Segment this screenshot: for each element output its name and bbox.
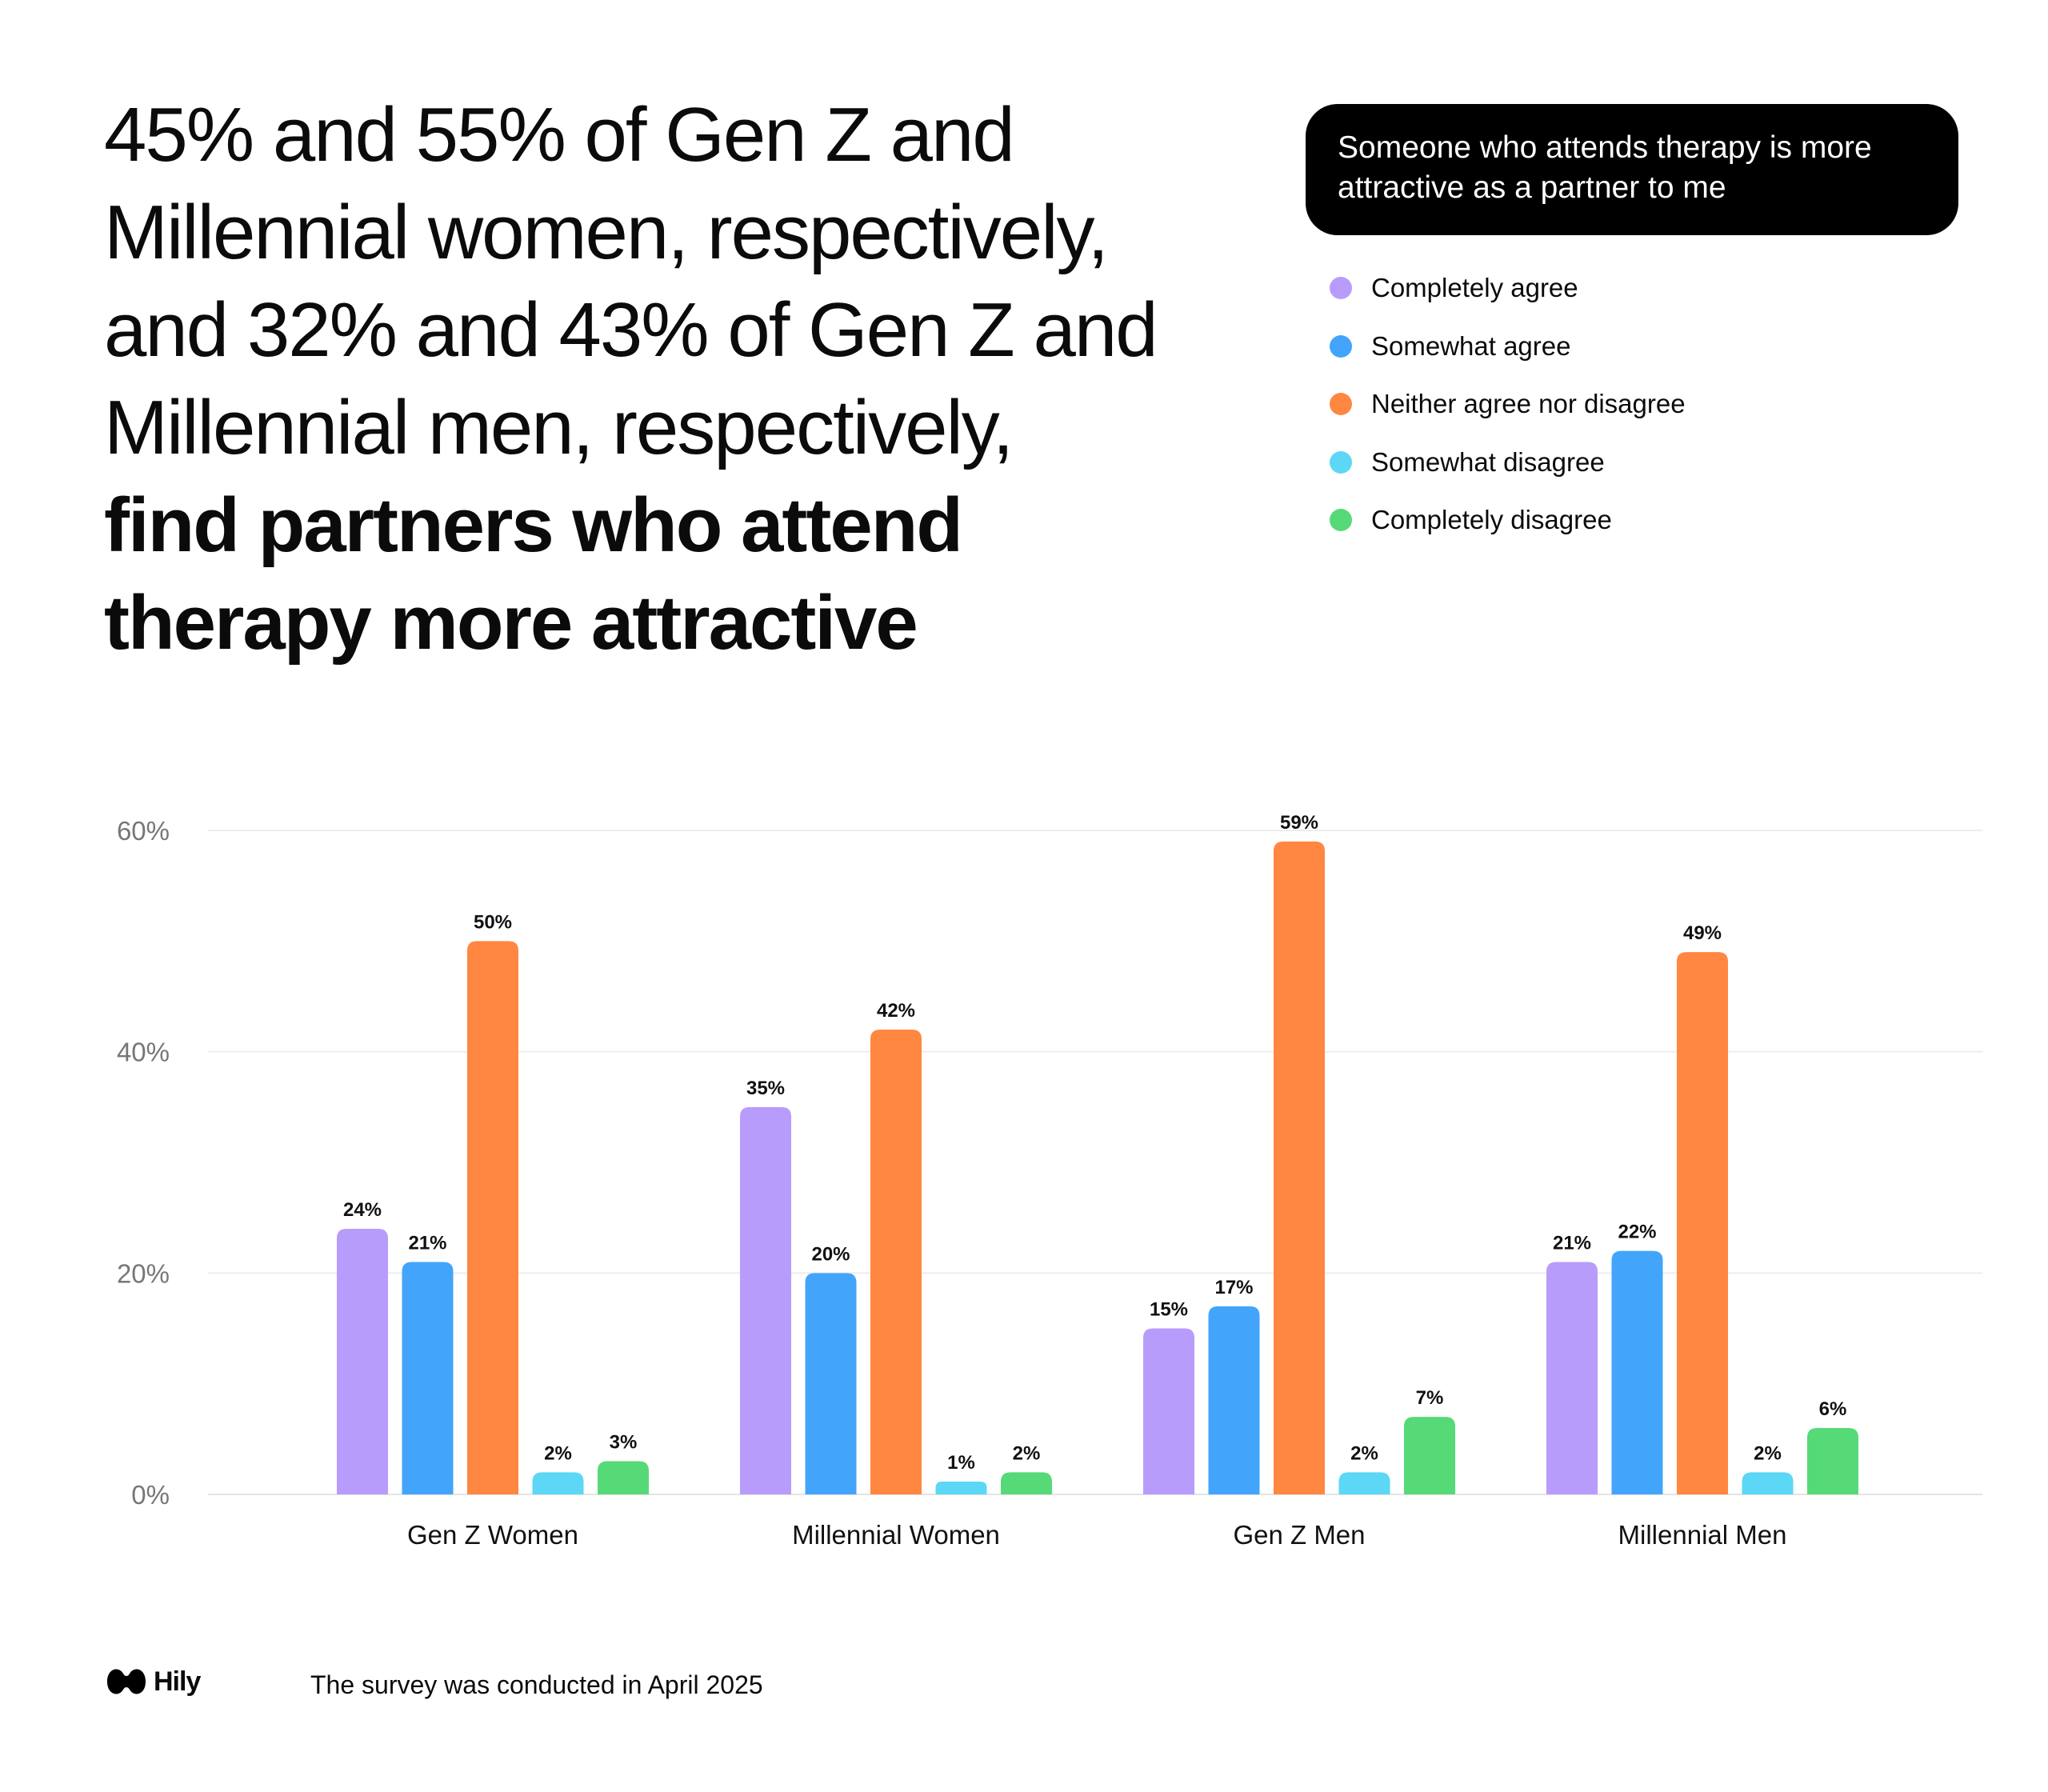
x-category-label: Millennial Men [1618, 1520, 1787, 1550]
bar-value-label: 50% [474, 911, 512, 933]
legend-item-somewhat-agree: Somewhat agree [1330, 330, 1686, 389]
bar-millennial-men-somewhat-disagree [1742, 1472, 1794, 1494]
legend-label: Completely agree [1371, 273, 1578, 302]
bar-value-label: 24% [343, 1199, 382, 1221]
headline-regular: 45% and 55% of Gen Z and Millennial wome… [104, 92, 1158, 470]
bar-millennial-women-somewhat-agree [805, 1273, 857, 1494]
legend-item-somewhat-disagree: Somewhat disagree [1330, 446, 1686, 505]
hily-logo-icon [107, 1669, 146, 1694]
bar-gen-z-women-somewhat-agree [402, 1262, 454, 1494]
legend-swatch [1330, 277, 1352, 299]
bar-gen-z-men-neither-agree-nor-disagree [1274, 841, 1325, 1494]
bar-value-label: 20% [811, 1243, 850, 1265]
bar-chart: 0% 20% 40% 60% 24% 21% 50% 2% 3% Gen Z Women 35% 20… [117, 812, 1982, 1550]
bar-millennial-men-completely-agree [1546, 1262, 1598, 1494]
x-category-label: Gen Z Women [407, 1520, 578, 1550]
y-tick-label: 40% [117, 1038, 170, 1067]
x-category-label: Gen Z Men [1233, 1520, 1365, 1550]
legend-label: Somewhat disagree [1371, 446, 1605, 477]
bar-value-label: 21% [1553, 1233, 1591, 1254]
bar-value-label: 15% [1150, 1299, 1188, 1321]
bar-gen-z-men-somewhat-disagree [1338, 1472, 1390, 1494]
bar-value-label: 49% [1683, 922, 1722, 944]
hily-logo: Hily [104, 1662, 201, 1701]
survey-footnote: The survey was conducted in April 2025 [310, 1670, 763, 1699]
bar-gen-z-men-completely-disagree [1404, 1417, 1455, 1494]
bar-millennial-women-neither-agree-nor-disagree [870, 1030, 922, 1494]
bar-value-label: 7% [1416, 1387, 1444, 1409]
legend-swatch [1330, 509, 1352, 531]
bar-gen-z-women-completely-disagree [598, 1461, 649, 1494]
bar-millennial-women-somewhat-disagree [935, 1482, 987, 1494]
bar-gen-z-men-completely-agree [1143, 1328, 1194, 1494]
bar-value-label: 6% [1819, 1398, 1847, 1420]
bar-value-label: 42% [877, 1000, 915, 1022]
y-tick-label: 60% [117, 816, 170, 846]
hily-brand-name: Hily [154, 1666, 201, 1697]
legend-item-completely-agree: Completely agree [1330, 272, 1686, 330]
bar-value-label: 1% [947, 1452, 975, 1474]
bar-gen-z-women-completely-agree [337, 1229, 388, 1494]
bar-value-label: 2% [1754, 1442, 1782, 1464]
bar-value-label: 21% [408, 1233, 446, 1254]
bar-gen-z-men-somewhat-agree [1208, 1306, 1260, 1494]
bar-millennial-women-completely-disagree [1001, 1472, 1052, 1494]
bar-gen-z-women-somewhat-disagree [532, 1472, 584, 1494]
legend-item-completely-disagree: Completely disagree [1330, 504, 1686, 562]
bar-value-label: 2% [1013, 1442, 1041, 1464]
bar-value-label: 3% [610, 1432, 638, 1454]
bar-gen-z-women-neither-agree-nor-disagree [467, 941, 518, 1494]
headline-bold: find partners who attend therapy more at… [104, 482, 963, 666]
legend-swatch [1330, 334, 1352, 358]
legend-label: Completely disagree [1371, 505, 1612, 534]
bar-value-label: 17% [1214, 1277, 1253, 1298]
legend-label: Neither agree nor disagree [1371, 389, 1686, 418]
bar-value-label: 22% [1618, 1222, 1656, 1243]
headline: 45% and 55% of Gen Z and Millennial wome… [104, 86, 1240, 672]
legend-item-neither-agree-nor-disagree: Neither agree nor disagree [1330, 388, 1686, 446]
bar-millennial-men-neither-agree-nor-disagree [1677, 952, 1728, 1494]
bar-millennial-men-somewhat-agree [1611, 1250, 1663, 1494]
legend-swatch [1330, 450, 1352, 474]
bar-millennial-women-completely-agree [740, 1106, 791, 1494]
chart-legend: Completely agree Somewhat agree Neither ag… [1330, 272, 1686, 562]
bar-value-label: 35% [746, 1078, 785, 1099]
bar-value-label: 2% [1350, 1442, 1378, 1464]
bar-value-label: 59% [1280, 812, 1318, 834]
legend-swatch [1330, 393, 1352, 415]
y-tick-label: 0% [131, 1480, 170, 1510]
x-category-label: Millennial Women [792, 1520, 1000, 1550]
y-tick-label: 20% [117, 1258, 170, 1288]
chart-title-box: Someone who attends therapy is more attr… [1306, 104, 1958, 235]
legend-label: Somewhat agree [1371, 330, 1571, 361]
bar-millennial-men-completely-disagree [1807, 1428, 1858, 1494]
bar-value-label: 2% [544, 1442, 572, 1464]
